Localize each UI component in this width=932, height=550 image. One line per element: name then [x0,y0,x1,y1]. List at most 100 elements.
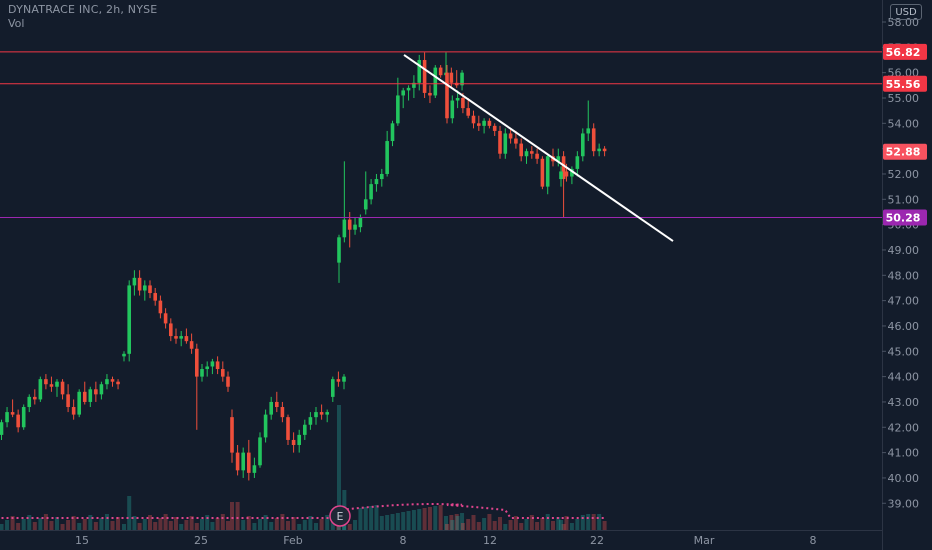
volume-bar [471,515,476,530]
earnings-marker: E [329,505,351,527]
volume-bar [591,514,596,530]
volume-bar [319,519,324,530]
price-tick-label: 43.00 [888,396,920,409]
time-tick-label: Feb [283,534,302,547]
candle-body [581,133,585,157]
candle-body [66,394,70,408]
candle-body [492,125,497,131]
candle-body [487,120,492,126]
volume-bar [220,514,225,530]
volume-bar [417,509,422,530]
volume-bar [395,513,400,530]
candle-body [358,217,363,228]
candle-body [460,72,464,86]
volume-bar [337,405,341,530]
candle-body [269,401,273,415]
volume-bar [226,521,230,530]
candle-body [438,67,443,76]
volume-bar [104,514,109,530]
volume-bar [174,517,178,530]
price-tick-label: 40.00 [888,472,920,485]
price-level-badge [883,209,927,226]
volume-bar [302,520,307,530]
candle-body [148,285,152,294]
currency-button[interactable]: USD [890,4,922,20]
candle-body [396,95,400,124]
candle-body [363,199,368,210]
candle-body [380,173,384,180]
volume-bar [569,523,574,530]
candle-body [122,353,126,357]
volume-bar [325,515,330,530]
volume-bar [411,510,416,530]
volume-bar [559,520,563,530]
candle-body [110,379,115,382]
price-level-label: 50.28 [886,212,921,225]
candle-body [116,381,120,385]
candle-body [445,72,449,119]
price-level-label: 52.88 [886,146,921,159]
price-tick-label: 45.00 [888,345,920,358]
volume-bar [602,521,607,530]
candle-body [82,391,87,402]
volume-bar [503,524,508,530]
volume-bar [158,518,163,530]
candle-body [390,123,395,142]
candle-body [406,87,411,91]
volume-bar [153,522,158,530]
candle-body [153,293,157,301]
price-tick-label: 55.00 [888,92,920,105]
volume-bar [347,524,352,530]
candle-body [570,168,574,177]
candle-body [514,138,518,144]
volume-bar [269,522,274,530]
candle-body [49,384,54,387]
volume-bar [215,518,220,530]
volume-bar [422,508,427,530]
volume-bar [390,514,395,530]
volume-bar [482,518,487,530]
price-tick-label: 44.00 [888,371,920,384]
volume-bar [597,514,602,530]
time-tick-label: 22 [590,534,604,547]
candle-body [200,369,204,377]
volume-pane [0,405,607,530]
candle-body [16,414,20,428]
volume-bar [32,522,37,530]
candle-body [137,277,142,291]
volume-bar [16,523,21,530]
candle-body [353,224,357,230]
candle-body [252,465,257,473]
volume-bar [286,521,290,530]
candle-body [55,381,59,387]
candle-body [71,407,76,415]
candle-body [258,437,262,466]
price-tick-label: 54.00 [888,117,920,130]
time-tick-label: Mar [694,534,715,547]
candle-body [455,97,460,101]
volume-bar [433,506,438,530]
volume-bar [27,515,32,530]
price-tick-label: 42.00 [888,421,920,434]
candle-body [158,300,163,314]
volume-bar [93,522,98,530]
volume-bar [179,524,184,530]
volume-bar [513,516,518,530]
time-tick-label: 25 [194,534,208,547]
volume-bar [545,514,550,530]
price-level-label: 55.56 [886,78,921,91]
volume-bar [460,523,465,530]
volume-bar [445,524,449,530]
volume-bar [246,516,251,530]
candle-body [461,97,465,109]
volume-bar [363,507,368,530]
candle-body [99,384,104,395]
volume-bar [163,514,168,530]
candle-body [519,143,523,157]
volume-bar [427,507,432,530]
candle-body [77,391,81,415]
candle-body [575,156,580,169]
